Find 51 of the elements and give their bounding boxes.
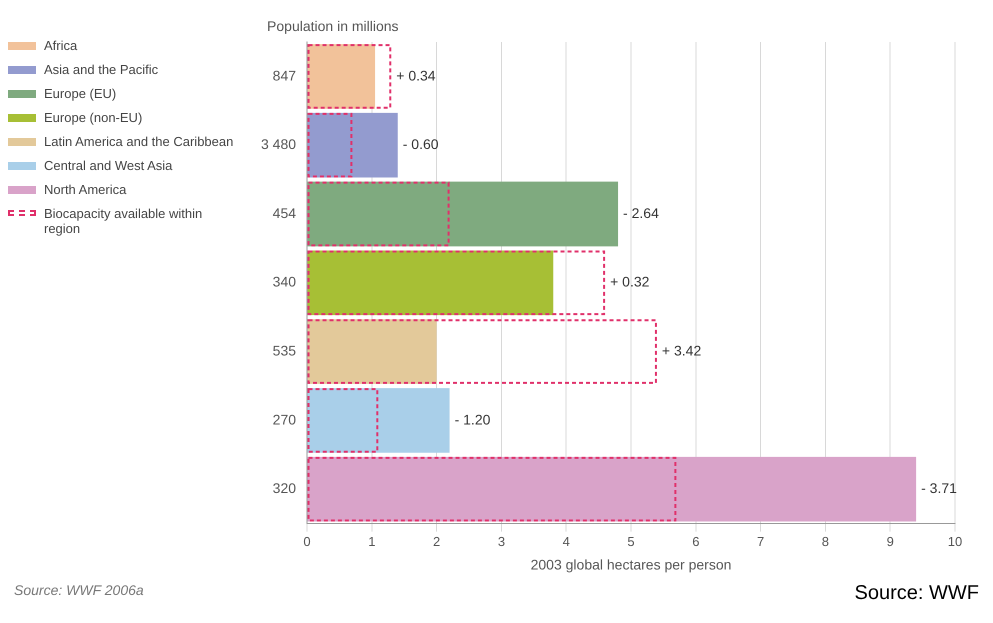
- annotation: + 3.42: [662, 342, 702, 358]
- x-tick-label: 5: [627, 534, 635, 549]
- y-tick-label: 535: [272, 342, 296, 358]
- bar: [308, 388, 378, 453]
- source-note: Source: WWF: [854, 582, 979, 605]
- source-note: Source: WWF 2006a: [14, 582, 144, 600]
- x-tick-label: 10: [948, 534, 962, 549]
- legend-label: Asia and the Pacific: [44, 62, 160, 77]
- legend-label: Latin America and the Caribbean: [44, 134, 234, 149]
- bar: [308, 456, 676, 522]
- y-tick-label: 3 480: [260, 136, 296, 152]
- bar: [308, 182, 450, 246]
- annotation: - 2.64: [623, 204, 660, 221]
- bar: [308, 44, 392, 109]
- y-tick-label: 270: [272, 411, 296, 428]
- x-tick-label: 9: [886, 534, 894, 549]
- y-tick-label: 320: [272, 480, 296, 496]
- x-tick-label: 1: [368, 534, 376, 549]
- legend-label: Europe (non-EU): [44, 110, 144, 125]
- legend-label: Europe (EU): [44, 86, 118, 101]
- x-axis-title: 2003 global hectares per person: [530, 556, 732, 572]
- x-tick-label: 0: [303, 534, 311, 549]
- annotation: + 0.32: [610, 274, 650, 290]
- y-tick-label: 340: [272, 274, 296, 290]
- bar: [308, 388, 450, 453]
- x-tick-label: 3: [498, 534, 506, 549]
- legend-label: North America: [44, 182, 128, 197]
- bar: [308, 250, 554, 316]
- bar: [308, 182, 618, 246]
- x-tick-label: 6: [692, 534, 700, 549]
- bar: [308, 319, 437, 384]
- bar: [308, 456, 916, 522]
- legend-label: Biocapacity available within region: [44, 206, 204, 236]
- bar: [308, 112, 352, 178]
- y-axis-title: Population in millions: [267, 18, 399, 34]
- x-tick-label: 2: [433, 534, 440, 549]
- x-tick-label: 8: [822, 534, 830, 549]
- annotation: - 0.60: [402, 136, 439, 152]
- x-tick-label: 4: [562, 534, 570, 549]
- x-tick-label: 7: [756, 534, 764, 549]
- legend-label: Central and West Asia: [44, 158, 174, 173]
- bar: [308, 319, 657, 384]
- bar: [308, 44, 376, 109]
- bar: [308, 112, 398, 178]
- legend-label: Africa: [44, 38, 78, 53]
- y-tick-label: 454: [272, 204, 296, 221]
- annotation: - 3.71: [921, 480, 958, 496]
- y-tick-label: 847: [272, 67, 296, 84]
- annotation: - 1.20: [454, 411, 491, 428]
- bar: [308, 250, 606, 316]
- annotation: + 0.34: [396, 67, 436, 84]
